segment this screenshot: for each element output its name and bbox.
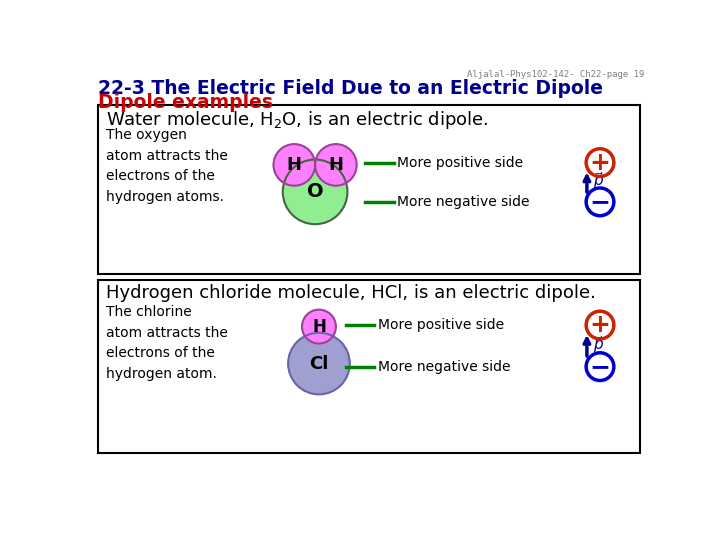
Text: $\vec{p}$: $\vec{p}$: [593, 170, 604, 191]
Text: +: +: [590, 313, 611, 337]
Text: Aljalal-Phys102-142- Ch22-page 19: Aljalal-Phys102-142- Ch22-page 19: [467, 70, 644, 79]
Text: H: H: [312, 318, 326, 335]
Circle shape: [315, 144, 356, 186]
Text: The chlorine
atom attracts the
electrons of the
hydrogen atom.: The chlorine atom attracts the electrons…: [106, 305, 228, 381]
Text: H: H: [328, 156, 343, 174]
Text: −: −: [590, 190, 611, 214]
Circle shape: [274, 144, 315, 186]
Text: Hydrogen chloride molecule, HCl, is an electric dipole.: Hydrogen chloride molecule, HCl, is an e…: [106, 284, 595, 302]
Text: O: O: [307, 183, 323, 201]
Text: More negative side: More negative side: [397, 195, 530, 209]
FancyBboxPatch shape: [98, 105, 640, 274]
Text: −: −: [590, 355, 611, 379]
Text: The oxygen
atom attracts the
electrons of the
hydrogen atoms.: The oxygen atom attracts the electrons o…: [106, 128, 228, 204]
Text: $\vec{p}$: $\vec{p}$: [593, 334, 604, 355]
Text: Cl: Cl: [310, 355, 328, 373]
Text: +: +: [590, 151, 611, 174]
Circle shape: [283, 159, 348, 224]
Text: More positive side: More positive side: [378, 318, 505, 332]
Text: Dipole examples: Dipole examples: [98, 93, 273, 112]
Text: H: H: [287, 156, 302, 174]
Text: 22-3 The Electric Field Due to an Electric Dipole: 22-3 The Electric Field Due to an Electr…: [98, 79, 603, 98]
Text: More negative side: More negative side: [378, 360, 510, 374]
Circle shape: [302, 309, 336, 343]
Text: Water molecule, H$_2$O, is an electric dipole.: Water molecule, H$_2$O, is an electric d…: [106, 110, 488, 131]
Circle shape: [288, 333, 350, 394]
FancyBboxPatch shape: [98, 280, 640, 453]
Text: More positive side: More positive side: [397, 156, 523, 170]
